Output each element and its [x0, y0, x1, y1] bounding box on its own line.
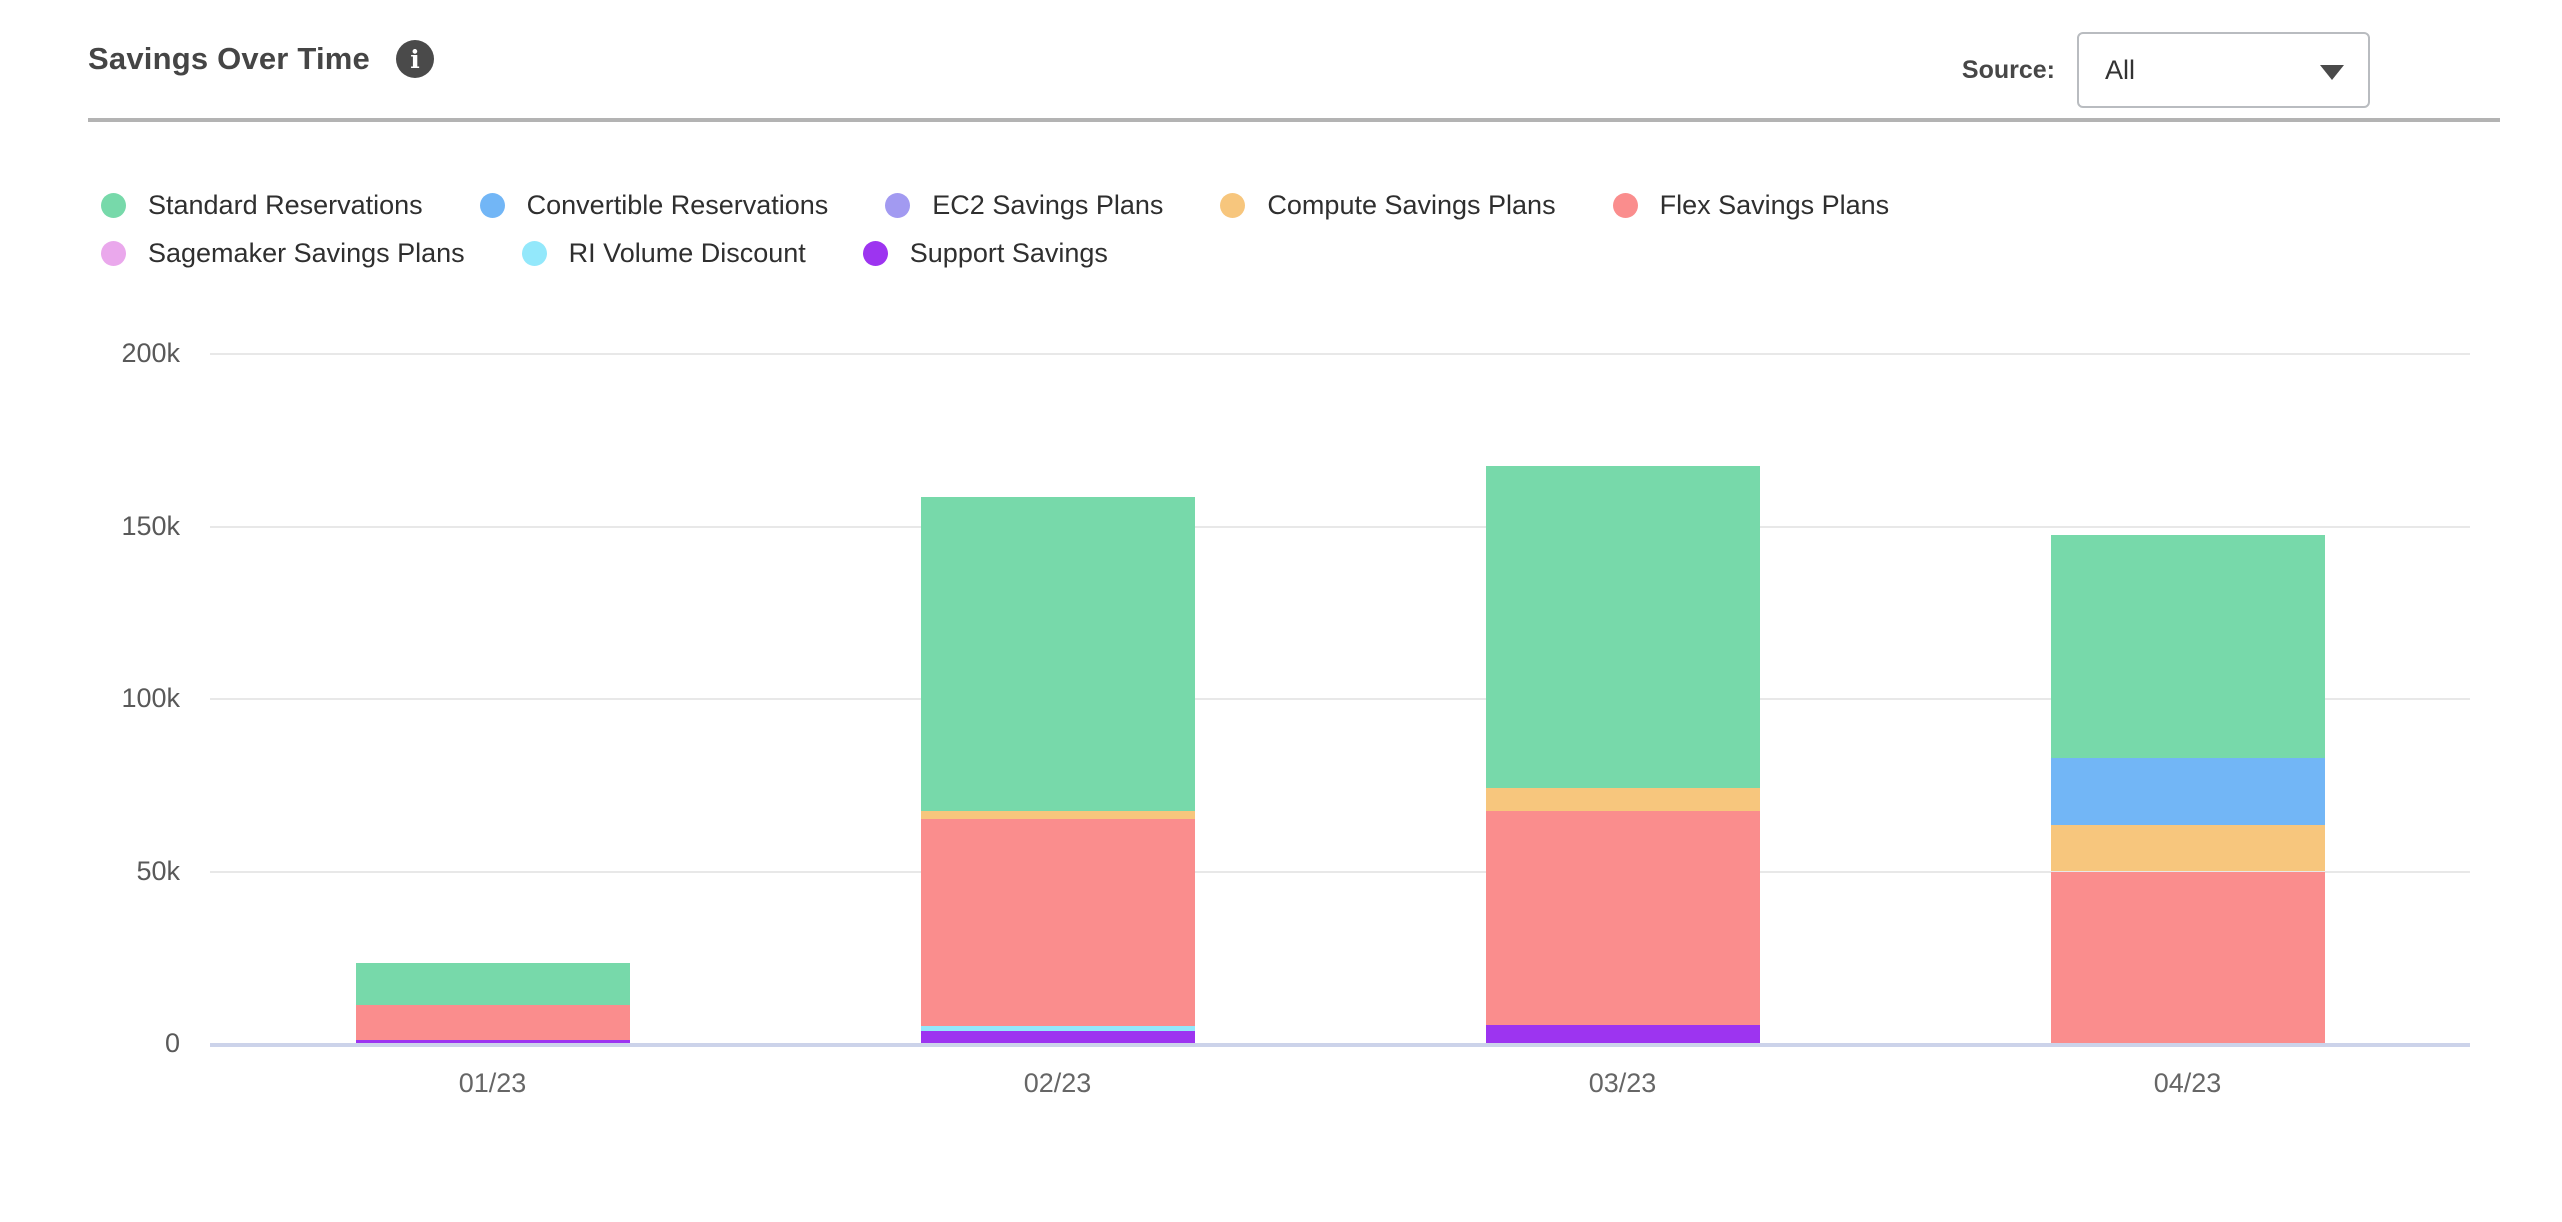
- legend-item[interactable]: EC2 Savings Plans: [885, 190, 1163, 221]
- y-axis-tick-label: 150k: [121, 510, 180, 541]
- bar-segment[interactable]: [1485, 811, 1760, 1026]
- legend-item[interactable]: Standard Reservations: [101, 190, 423, 221]
- gridline: [210, 525, 2470, 528]
- legend-label: Standard Reservations: [148, 190, 423, 220]
- bar-segment[interactable]: [1485, 788, 1760, 812]
- bar-segment[interactable]: [2050, 535, 2325, 758]
- legend-label: Compute Savings Plans: [1267, 190, 1556, 220]
- legend-item[interactable]: Compute Savings Plans: [1220, 190, 1556, 221]
- legend-label: EC2 Savings Plans: [932, 190, 1164, 220]
- gridline: [210, 870, 2470, 873]
- legend-label: Support Savings: [909, 238, 1108, 268]
- chevron-down-icon: [2320, 65, 2344, 80]
- bar-segment[interactable]: [1485, 465, 1760, 789]
- legend-label: Sagemaker Savings Plans: [148, 238, 465, 268]
- bar-segment[interactable]: [920, 496, 1195, 811]
- x-axis-tick-label: 02/23: [1023, 1068, 1092, 1098]
- legend-dot-icon: [1612, 193, 1638, 218]
- source-select-value: All: [2105, 54, 2136, 85]
- y-axis-tick-label: 0: [164, 1028, 180, 1058]
- legend-dot-icon: [479, 193, 505, 218]
- bar-segment[interactable]: [920, 1025, 1195, 1031]
- x-axis-line: [210, 1043, 2470, 1047]
- legend-label: Convertible Reservations: [526, 190, 829, 220]
- bar-segment[interactable]: [920, 818, 1195, 1026]
- source-select[interactable]: All: [2077, 32, 2370, 108]
- chart-legend: Standard Reservations Convertible Reserva…: [101, 190, 2461, 269]
- page-title: Savings Over Time: [88, 41, 370, 76]
- bar-segment[interactable]: [355, 1005, 630, 1040]
- bar-segment[interactable]: [355, 1039, 630, 1044]
- legend-dot-icon: [101, 193, 126, 218]
- legend-dot-icon: [1220, 193, 1246, 218]
- legend-item[interactable]: RI Volume Discount: [521, 238, 806, 269]
- bar-segment[interactable]: [920, 1030, 1195, 1044]
- gridline: [210, 353, 2470, 355]
- legend-dot-icon: [885, 193, 911, 218]
- bar-segment[interactable]: [1485, 1025, 1760, 1044]
- legend-dot-icon: [101, 241, 126, 266]
- x-axis-tick-label: 04/23: [2153, 1068, 2222, 1098]
- legend-row: Standard Reservations Convertible Reserva…: [101, 190, 2461, 221]
- legend-dot-icon: [862, 241, 888, 266]
- legend-dot-icon: [521, 241, 547, 266]
- legend-item[interactable]: Convertible Reservations: [479, 190, 829, 221]
- widget-header: Savings Over Time i Source: All: [0, 0, 2562, 118]
- y-axis-tick-label: 50k: [136, 855, 180, 886]
- source-label: Source:: [1961, 55, 2055, 84]
- bar-segment[interactable]: [920, 810, 1195, 819]
- legend-label: Flex Savings Plans: [1659, 190, 1890, 220]
- gridline: [210, 698, 2470, 700]
- x-axis-tick-label: 01/23: [458, 1068, 527, 1098]
- legend-label: RI Volume Discount: [568, 238, 806, 268]
- bar-segment[interactable]: [2050, 757, 2325, 825]
- info-icon[interactable]: i: [395, 40, 434, 78]
- bar-segment[interactable]: [355, 962, 630, 1006]
- legend-item[interactable]: Support Savings: [862, 238, 1108, 269]
- legend-row: Sagemaker Savings Plans RI Volume Discoun…: [101, 238, 2461, 269]
- x-axis-tick-label: 03/23: [1588, 1068, 1657, 1098]
- bar-segment[interactable]: [2050, 871, 2325, 1044]
- header-divider: [88, 118, 2500, 122]
- legend-item[interactable]: Flex Savings Plans: [1612, 190, 1890, 221]
- y-axis-tick-label: 200k: [121, 338, 180, 368]
- legend-item[interactable]: Sagemaker Savings Plans: [101, 238, 465, 269]
- bar-segment[interactable]: [2050, 824, 2325, 872]
- y-axis-tick-label: 100k: [121, 683, 180, 713]
